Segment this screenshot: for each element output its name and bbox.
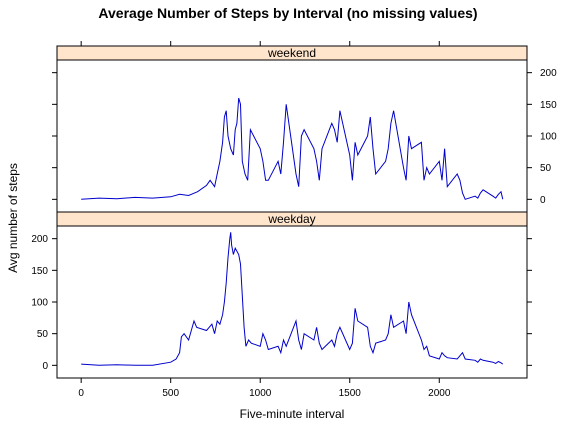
strip-label-weekend: weekend [267,46,316,60]
series-line-weekend [81,97,504,200]
strip-weekend [56,45,528,61]
panel-frame-weekday [56,211,528,379]
chart-title: Average Number of Steps by Interval (no … [98,5,477,21]
y-tick-label: 50 [540,163,552,174]
panel-frame-weekend [56,45,528,213]
y-tick-label: 0 [540,195,546,206]
x-tick-label: 2000 [428,388,451,399]
y-tick-label: 150 [540,100,557,111]
series-line-weekday [81,232,504,366]
y-tick-label: 200 [540,68,557,79]
y-axis-label: Avg number of steps [6,163,20,273]
axis-ticks [52,41,532,383]
series-lines [81,97,504,366]
strip-label-weekday: weekday [267,212,315,226]
y-tick-label: 150 [31,266,48,277]
x-tick-label: 500 [162,388,179,399]
strip-weekday [56,211,528,227]
y-tick-label: 200 [31,234,48,245]
y-tick-label: 100 [540,132,557,143]
x-axis-label: Five-minute interval [240,407,345,421]
x-tick-label: 1500 [339,388,362,399]
y-tick-label: 0 [42,361,48,372]
y-tick-label: 50 [37,329,49,340]
x-tick-label: 1000 [249,388,272,399]
x-tick-label: 0 [78,388,84,399]
y-tick-label: 100 [31,298,48,309]
